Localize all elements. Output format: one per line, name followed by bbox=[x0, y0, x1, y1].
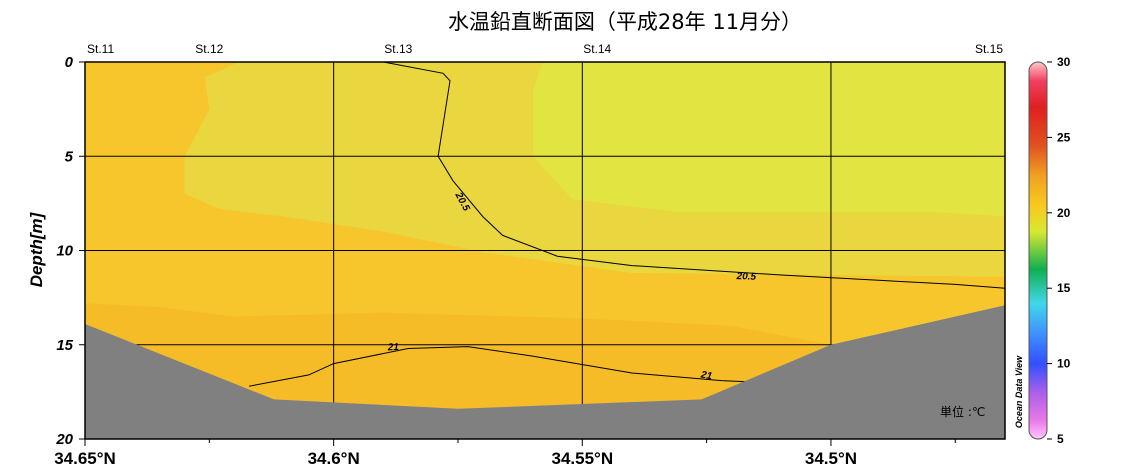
y-tick-label-4: 20 bbox=[55, 431, 73, 448]
temperature-fill bbox=[85, 62, 1005, 409]
temperature-region-2 bbox=[85, 62, 1005, 345]
station-label-1: St.12 bbox=[195, 42, 223, 56]
x-tick-label-0: 34.65°N bbox=[54, 449, 116, 468]
isotherm-20.5 bbox=[383, 62, 1005, 289]
colorbar-tick-label-2: 15 bbox=[1057, 281, 1071, 295]
colorbar-tick-label-4: 25 bbox=[1057, 130, 1071, 144]
station-label-2: St.13 bbox=[384, 42, 412, 56]
temperature-region-1 bbox=[184, 62, 1005, 277]
x-tick-label-1: 34.6°N bbox=[308, 449, 360, 468]
station-labels: St.11 St.12 St.13 St.14 St.15 bbox=[87, 42, 1003, 56]
x-tick-label-2: 34.55°N bbox=[551, 449, 613, 468]
isotherm-label-0-1: 20.5 bbox=[735, 271, 756, 283]
temperature-region-0 bbox=[532, 62, 1005, 217]
isotherm-21 bbox=[249, 346, 762, 387]
y-tick-label-3: 15 bbox=[56, 337, 73, 354]
y-axis: 0 5 10 15 20 bbox=[55, 54, 85, 448]
isotherm-label-1-1: 21 bbox=[699, 369, 713, 382]
colorbar-tick-label-1: 10 bbox=[1057, 357, 1071, 371]
station-label-0: St.11 bbox=[87, 42, 114, 56]
station-label-3: St.14 bbox=[583, 42, 611, 56]
isotherm-label-1-0: 21 bbox=[387, 342, 400, 353]
isotherm-lines bbox=[249, 62, 1005, 387]
colorbar-tick-label-3: 20 bbox=[1057, 206, 1071, 220]
y-axis-label: Depth[m] bbox=[27, 211, 46, 287]
ocean-data-view-watermark: Ocean Data View bbox=[1014, 355, 1024, 428]
station-label-4: St.15 bbox=[975, 42, 1003, 56]
y-tick-label-0: 0 bbox=[65, 54, 74, 71]
colorbar-tick-label-0: 5 bbox=[1057, 432, 1064, 446]
chart-title: 水温鉛直断面図（平成28年 11月分） bbox=[448, 10, 802, 34]
colorbar-ticks: 5 10 15 20 25 30 bbox=[1047, 55, 1071, 446]
unit-label: 単位 :℃ bbox=[940, 404, 985, 419]
colorbar-tick-label-5: 30 bbox=[1057, 55, 1071, 69]
y-tick-label-1: 5 bbox=[65, 148, 74, 165]
x-tick-label-3: 34.5°N bbox=[805, 449, 857, 468]
colorbar bbox=[1028, 61, 1048, 440]
seabed-mask bbox=[85, 305, 1005, 439]
x-axis: 34.65°N 34.6°N 34.55°N 34.5°N bbox=[54, 439, 956, 468]
y-tick-label-2: 10 bbox=[56, 243, 73, 260]
